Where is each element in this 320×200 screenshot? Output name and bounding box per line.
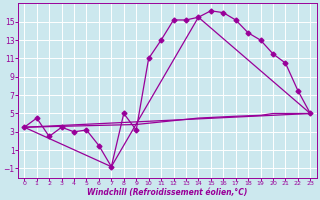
X-axis label: Windchill (Refroidissement éolien,°C): Windchill (Refroidissement éolien,°C) [87,188,247,197]
